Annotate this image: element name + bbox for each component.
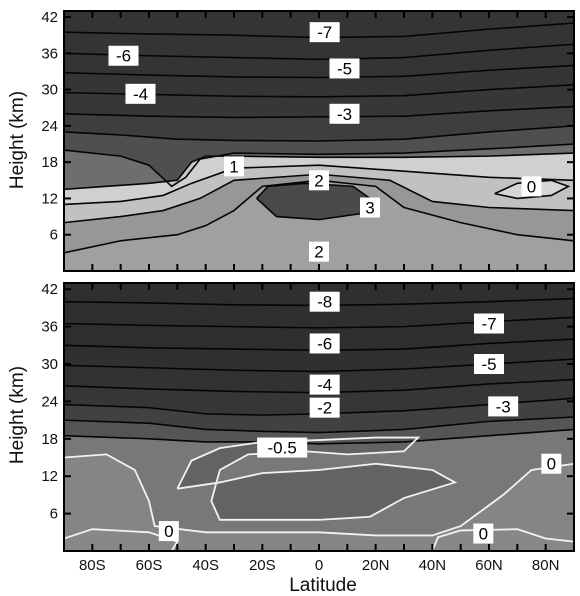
x-tick-label: 80S xyxy=(79,557,106,574)
contour-band xyxy=(64,11,574,78)
contour-label: -6 xyxy=(317,334,332,353)
contour-line xyxy=(64,416,574,434)
y-tick-label: 18 xyxy=(41,431,58,448)
contour-label-box xyxy=(125,83,156,104)
contour-label: -3 xyxy=(496,397,511,416)
contour-label-box xyxy=(309,333,340,354)
contour-band xyxy=(64,180,574,271)
contour-label: 0 xyxy=(547,455,556,474)
y-tick-label: 6 xyxy=(50,506,58,523)
contour-line xyxy=(64,43,574,61)
contour-label: 2 xyxy=(314,171,323,190)
x-tick-label: 60N xyxy=(475,557,503,574)
contour-label: -5 xyxy=(337,59,352,78)
contour-label: -5 xyxy=(481,355,496,374)
bottom-y-axis-title: Height (km) xyxy=(7,366,28,464)
contour-label: -6 xyxy=(116,47,131,66)
x-tick-label: 80N xyxy=(532,557,560,574)
y-tick-label: 36 xyxy=(41,45,58,62)
top-plot-area: -7 -6 -5 -4 -3 1 2 0 3 2 xyxy=(64,11,574,271)
y-tick-label: 24 xyxy=(41,118,58,135)
y-tick-label: 42 xyxy=(41,9,58,26)
contour-label-box xyxy=(108,45,139,66)
contour-band xyxy=(64,11,574,118)
contour-label: 0 xyxy=(479,525,488,544)
contour-line xyxy=(64,125,574,142)
x-tick-label: 40N xyxy=(419,557,447,574)
contour-label-box xyxy=(474,313,504,334)
y-tick-label: 6 xyxy=(50,227,58,244)
zero-contour-line xyxy=(64,528,179,551)
x-axis-title: Latitude xyxy=(289,575,357,596)
zero-contour-line xyxy=(176,436,458,521)
contour-line xyxy=(64,173,574,224)
contour-band xyxy=(256,183,370,220)
contour-label-box xyxy=(329,103,360,124)
contour-line xyxy=(64,397,574,416)
contour-label: -4 xyxy=(317,376,332,395)
contour-label-box xyxy=(309,374,340,395)
contour-label: 3 xyxy=(365,199,374,218)
contour-label-box xyxy=(360,197,380,218)
contour-label-box xyxy=(473,523,494,544)
contour-band xyxy=(64,283,574,444)
contour-band xyxy=(64,529,574,551)
contour-label-box xyxy=(329,58,360,79)
contour-label: -7 xyxy=(481,315,496,334)
contour-band xyxy=(64,283,574,433)
contour-label-box xyxy=(488,396,519,417)
y-tick-label: 42 xyxy=(41,281,58,298)
contour-label: -3 xyxy=(337,105,352,124)
contour-label-box xyxy=(309,291,340,312)
y-tick-label: 12 xyxy=(41,190,58,207)
contour-label-box xyxy=(474,354,504,375)
contour-label: -4 xyxy=(133,85,148,104)
contour-line xyxy=(64,105,574,119)
contour-label-box xyxy=(541,453,562,474)
contour-label: 2 xyxy=(314,243,323,262)
top-y-axis-title: Height (km) xyxy=(7,91,28,189)
y-tick-label: 30 xyxy=(41,82,58,99)
x-axis: 80S 60S 40S 20S 0 20N 40N 60N 80N xyxy=(79,557,559,574)
contour-label-box xyxy=(309,241,329,262)
x-tick-label: 20S xyxy=(249,557,276,574)
y-tick-label: 24 xyxy=(41,393,58,410)
contour-line xyxy=(64,64,574,79)
x-tick-label: 40S xyxy=(192,557,219,574)
contour-label: -8 xyxy=(317,293,332,312)
contour-band xyxy=(177,437,456,520)
x-tick-label: 60S xyxy=(136,557,163,574)
contour-line xyxy=(494,179,571,200)
x-tick-label: 20N xyxy=(362,557,390,574)
contour-label: 0 xyxy=(527,177,536,196)
contour-label: -7 xyxy=(317,23,332,42)
contour-label-box xyxy=(309,397,340,418)
bottom-panel: -8 -7 -6 -5 -4 -3 -2 -0.5 0 0 0 6 12 18 24 30 36 42 xyxy=(41,281,575,552)
contour-line xyxy=(64,152,574,191)
y-tick-label: 36 xyxy=(41,319,58,336)
y-tick-label: 30 xyxy=(41,356,58,373)
contour-label-box xyxy=(309,170,329,191)
y-tick-label: 12 xyxy=(41,468,58,485)
bottom-plot-area: -8 -7 -6 -5 -4 -3 -2 -0.5 0 0 0 xyxy=(64,283,574,551)
contour-line xyxy=(64,179,574,254)
contour-label-box xyxy=(224,156,244,177)
contour-band xyxy=(64,11,574,141)
contour-label: -0.5 xyxy=(268,439,297,458)
contour-label: 1 xyxy=(229,157,238,176)
contour-label: -2 xyxy=(317,399,332,418)
contour-label-box xyxy=(309,22,340,43)
contour-band xyxy=(64,283,574,351)
y-tick-label: 18 xyxy=(41,154,58,171)
contour-label: 0 xyxy=(164,522,173,541)
x-tick-label: 0 xyxy=(315,557,323,574)
contour-label-box xyxy=(158,521,179,542)
contour-band xyxy=(64,11,574,187)
contour-label-box xyxy=(257,437,308,458)
contour-label-box xyxy=(521,176,542,197)
zero-contour-line xyxy=(64,453,574,537)
